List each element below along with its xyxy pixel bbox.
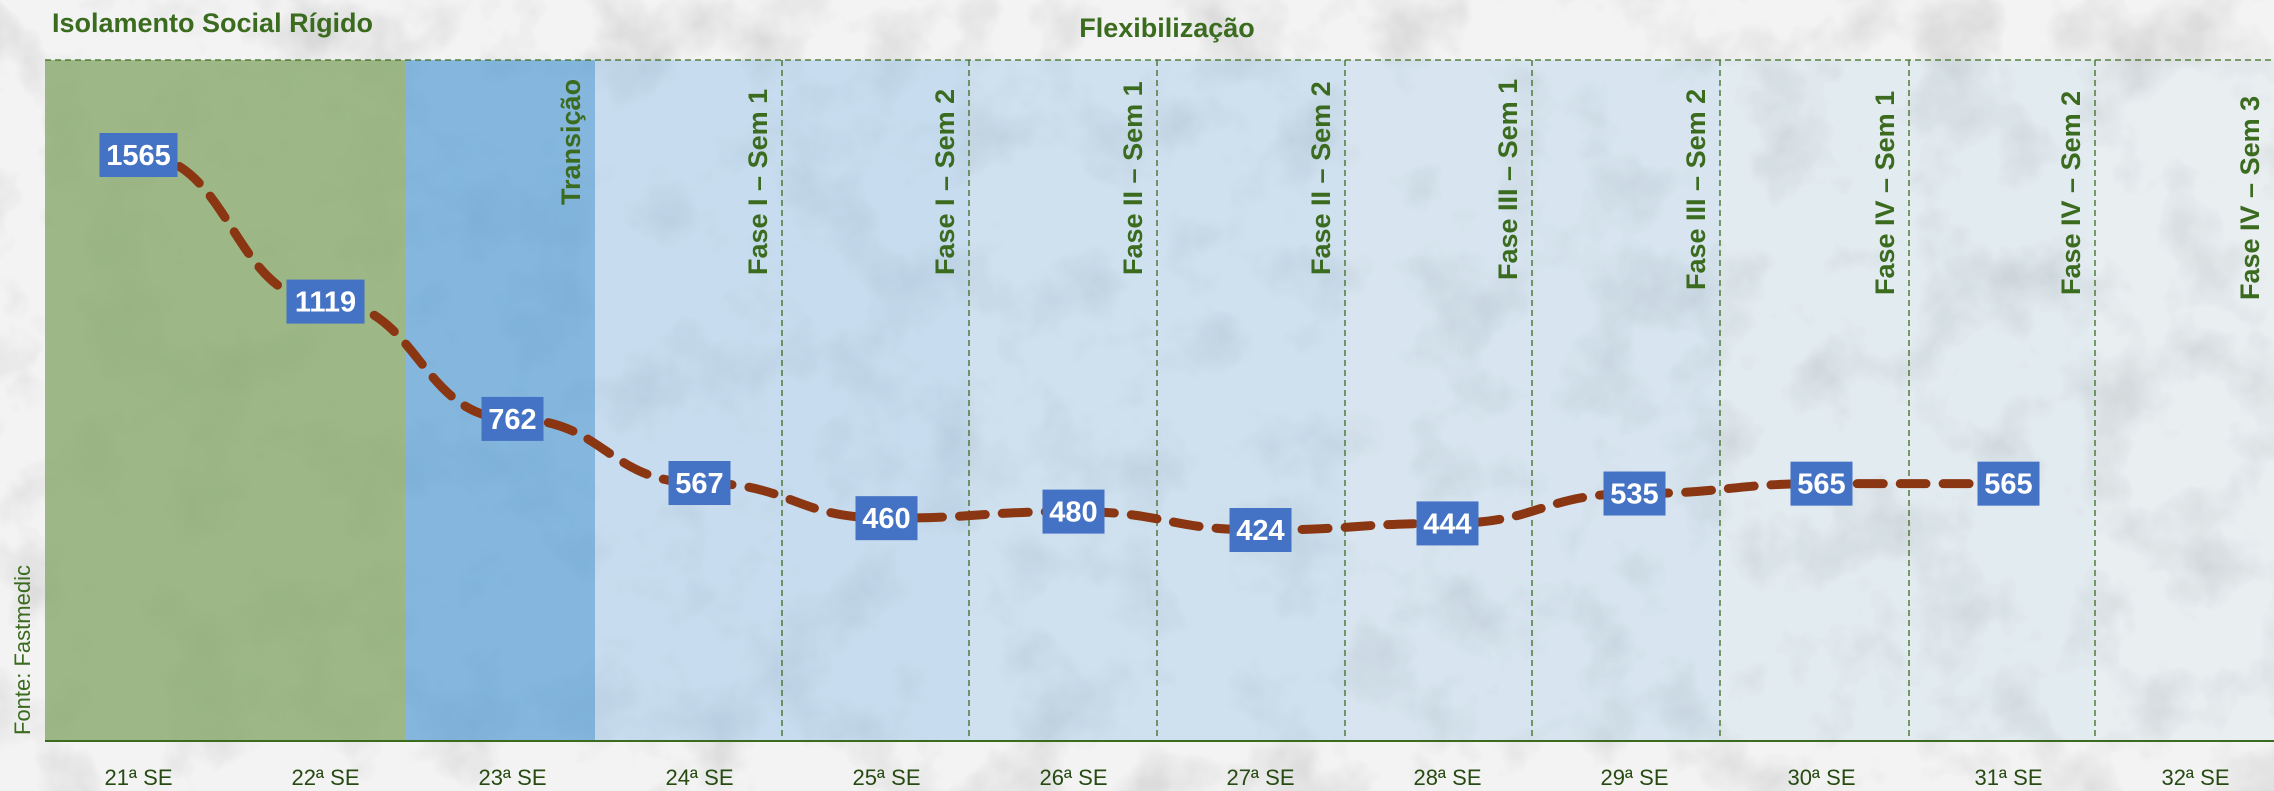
header-isolamento: Isolamento Social Rígido bbox=[52, 8, 373, 38]
data-label: 1119 bbox=[286, 279, 365, 324]
band-phase bbox=[1532, 60, 1720, 741]
data-label-text: 565 bbox=[1984, 469, 2032, 501]
source-label: Fonte: Fastmedic bbox=[10, 565, 35, 735]
data-label: 460 bbox=[855, 496, 918, 541]
band-phase bbox=[1720, 60, 1909, 741]
phase-label: Transição bbox=[556, 79, 586, 205]
phase-label: Fase III – Sem 1 bbox=[1493, 79, 1523, 280]
x-tick-label: 30ª SE bbox=[1787, 765, 1855, 790]
x-tick-label: 28ª SE bbox=[1413, 765, 1481, 790]
data-label-box bbox=[99, 133, 178, 177]
band-phase bbox=[1909, 60, 2095, 741]
data-label-text: 762 bbox=[488, 404, 536, 436]
phase-label: Fase IV – Sem 3 bbox=[2235, 96, 2265, 300]
data-label-box bbox=[1416, 501, 1479, 546]
band-phase bbox=[1345, 60, 1532, 741]
data-label-text: 460 bbox=[862, 503, 910, 535]
data-label-box bbox=[855, 496, 918, 541]
data-label: 565 bbox=[1790, 461, 1853, 506]
data-label: 567 bbox=[668, 461, 731, 506]
data-label-box bbox=[668, 461, 731, 506]
band-phase bbox=[2095, 60, 2274, 741]
data-label-box bbox=[1977, 461, 2040, 506]
x-tick-label: 21ª SE bbox=[104, 765, 172, 790]
data-label-box bbox=[481, 396, 544, 441]
band-phase bbox=[595, 60, 782, 741]
phase-label: Fase I – Sem 2 bbox=[930, 89, 960, 275]
data-label-text: 1565 bbox=[106, 140, 171, 172]
x-tick-label: 23ª SE bbox=[478, 765, 546, 790]
phase-label: Fase I – Sem 1 bbox=[743, 89, 773, 275]
data-label: 444 bbox=[1416, 501, 1479, 546]
data-label-text: 567 bbox=[675, 468, 723, 500]
x-tick-label: 25ª SE bbox=[852, 765, 920, 790]
x-tick-label: 22ª SE bbox=[291, 765, 359, 790]
data-label-text: 480 bbox=[1049, 497, 1097, 529]
x-tick-label: 24ª SE bbox=[665, 765, 733, 790]
data-label-text: 535 bbox=[1610, 479, 1658, 511]
phase-label: Fase II – Sem 1 bbox=[1118, 81, 1148, 275]
phase-label: Fase IV – Sem 2 bbox=[2056, 91, 2086, 295]
data-label-text: 565 bbox=[1797, 469, 1845, 501]
phase-label: Fase IV – Sem 1 bbox=[1870, 91, 1900, 295]
header-flexibilizacao: Flexibilização bbox=[1079, 13, 1255, 43]
data-label-box bbox=[1229, 508, 1292, 552]
data-label: 535 bbox=[1603, 471, 1666, 516]
data-label-text: 444 bbox=[1423, 508, 1471, 540]
x-tick-label: 31ª SE bbox=[1974, 765, 2042, 790]
band-phase bbox=[969, 60, 1157, 741]
band-phase bbox=[1157, 60, 1345, 741]
data-label: 762 bbox=[481, 396, 544, 441]
band-phase bbox=[782, 60, 969, 741]
data-label-box bbox=[286, 279, 365, 324]
data-label-text: 1119 bbox=[295, 287, 356, 319]
data-label: 480 bbox=[1042, 489, 1105, 534]
data-label-box bbox=[1603, 471, 1666, 516]
phase-label: Fase II – Sem 2 bbox=[1306, 81, 1336, 275]
x-tick-label: 27ª SE bbox=[1226, 765, 1294, 790]
data-label-box bbox=[1790, 461, 1853, 506]
data-label: 1565 bbox=[99, 133, 178, 177]
phase-label: Fase III – Sem 2 bbox=[1681, 89, 1711, 290]
data-label: 565 bbox=[1977, 461, 2040, 506]
x-tick-label: 26ª SE bbox=[1039, 765, 1107, 790]
band-isolamento bbox=[45, 60, 405, 741]
x-tick-label: 29ª SE bbox=[1600, 765, 1668, 790]
x-tick-label: 32ª SE bbox=[2161, 765, 2229, 790]
data-label-box bbox=[1042, 489, 1105, 534]
data-label: 424 bbox=[1229, 508, 1292, 552]
data-label-text: 424 bbox=[1236, 515, 1284, 547]
series-line bbox=[134, 150, 2013, 535]
